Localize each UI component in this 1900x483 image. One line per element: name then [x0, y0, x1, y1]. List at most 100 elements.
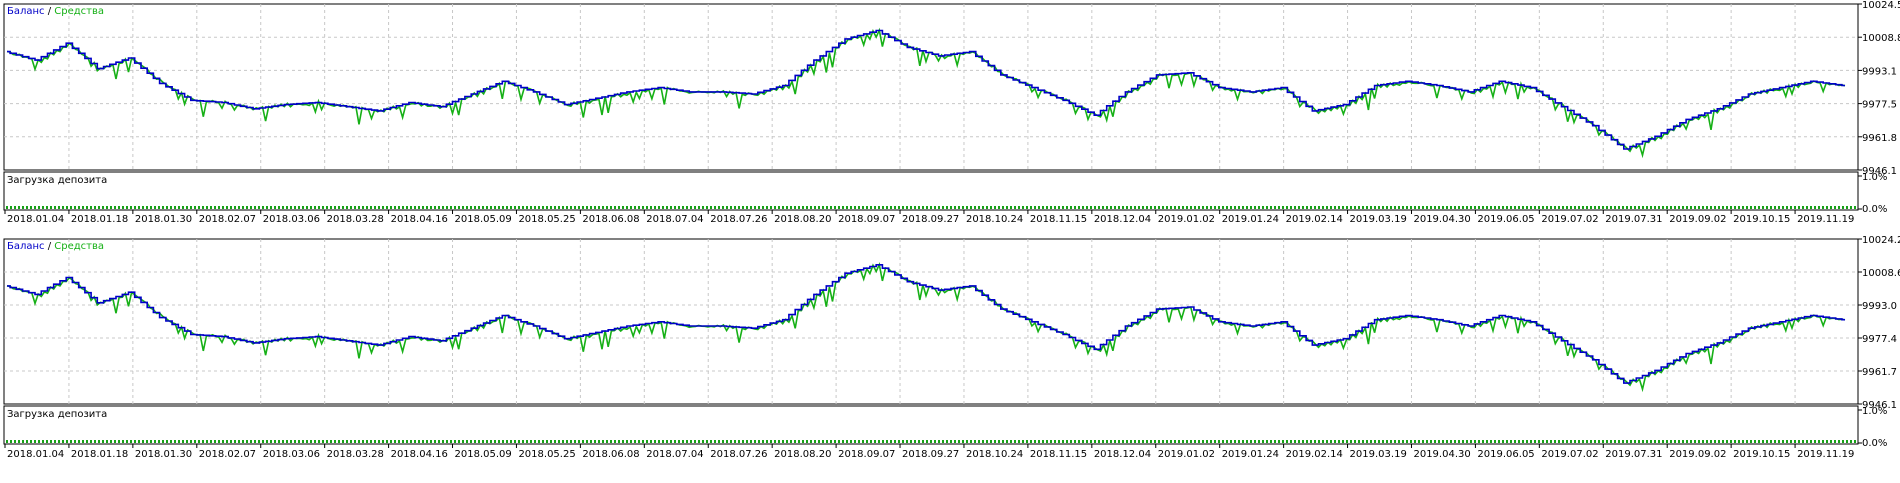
- deposit-load-bar: [942, 206, 944, 209]
- deposit-y-tick-label: 0.0%: [1862, 204, 1887, 215]
- deposit-load-bar: [762, 440, 764, 443]
- deposit-load-bar: [1502, 206, 1504, 209]
- deposit-load-bar: [810, 440, 812, 443]
- deposit-load-bar: [922, 440, 924, 443]
- main-pane-frame: [3, 3, 1859, 171]
- deposit-load-bar: [146, 206, 148, 209]
- deposit-load-bar: [1314, 206, 1316, 209]
- deposit-load-bar: [1062, 440, 1064, 443]
- deposit-load-bar: [1478, 440, 1480, 443]
- deposit-load-bar: [630, 440, 632, 443]
- deposit-load-bar: [1354, 440, 1356, 443]
- deposit-load-bar: [1582, 440, 1584, 443]
- deposit-load-bar: [550, 206, 552, 209]
- deposit-load-bar: [526, 206, 528, 209]
- deposit-load-bar: [1598, 440, 1600, 443]
- deposit-load-bar: [454, 440, 456, 443]
- deposit-load-bar: [1034, 440, 1036, 443]
- deposit-load-bar: [874, 206, 876, 209]
- deposit-load-bar: [710, 206, 712, 209]
- deposit-load-bar: [1746, 440, 1748, 443]
- deposit-load-bar: [1210, 440, 1212, 443]
- deposit-load-bar: [930, 440, 932, 443]
- deposit-load-bar: [838, 206, 840, 209]
- deposit-load-bar: [1126, 206, 1128, 209]
- deposit-load-bar: [46, 440, 48, 443]
- deposit-load-bar: [86, 206, 88, 209]
- deposit-load-bar: [342, 440, 344, 443]
- deposit-load-bar: [1326, 206, 1328, 209]
- deposit-load-bar: [1022, 440, 1024, 443]
- deposit-load-bar: [686, 440, 688, 443]
- deposit-load-bar: [1050, 206, 1052, 209]
- deposit-load-bar: [1154, 440, 1156, 443]
- deposit-load-bar: [686, 206, 688, 209]
- deposit-load-bar: [1430, 206, 1432, 209]
- deposit-load-bar: [1662, 206, 1664, 209]
- deposit-load-bar: [634, 206, 636, 209]
- deposit-load-bar: [1114, 440, 1116, 443]
- deposit-load-bar: [1550, 440, 1552, 443]
- deposit-load-bar: [886, 206, 888, 209]
- deposit-load-bar: [1170, 440, 1172, 443]
- deposit-load-bar: [526, 440, 528, 443]
- deposit-load-bar: [278, 206, 280, 209]
- deposit-load-bar: [1394, 206, 1396, 209]
- deposit-load-bar: [1798, 206, 1800, 209]
- deposit-load-bar: [1606, 440, 1608, 443]
- deposit-load-bar: [1234, 440, 1236, 443]
- deposit-load-bar: [1010, 206, 1012, 209]
- deposit-load-bar: [954, 440, 956, 443]
- deposit-load-bar: [1338, 206, 1340, 209]
- deposit-load-bar: [994, 440, 996, 443]
- deposit-load-bar: [734, 206, 736, 209]
- deposit-load-bar: [1038, 440, 1040, 443]
- deposit-load-bar: [1410, 206, 1412, 209]
- deposit-load-bar: [1822, 206, 1824, 209]
- deposit-load-bar: [14, 206, 16, 209]
- deposit-load-bar: [722, 206, 724, 209]
- deposit-load-bar: [198, 206, 200, 209]
- deposit-load-bar: [538, 440, 540, 443]
- deposit-load-bar: [958, 206, 960, 209]
- deposit-load-bar: [10, 206, 12, 209]
- deposit-load-bar: [1514, 206, 1516, 209]
- deposit-load-bar: [598, 440, 600, 443]
- deposit-load-bar: [734, 440, 736, 443]
- deposit-load-bar: [1102, 440, 1104, 443]
- deposit-load-bar: [1202, 440, 1204, 443]
- deposit-load-bar: [90, 206, 92, 209]
- deposit-load-bar: [1718, 206, 1720, 209]
- deposit-load-bar: [1458, 440, 1460, 443]
- deposit-load-bar: [1826, 206, 1828, 209]
- deposit-load-bar: [1298, 206, 1300, 209]
- deposit-load-bar: [358, 440, 360, 443]
- deposit-load-bar: [378, 440, 380, 443]
- deposit-load-bar: [854, 206, 856, 209]
- deposit-load-bar: [730, 440, 732, 443]
- deposit-load-bar: [630, 206, 632, 209]
- deposit-load-bar: [674, 206, 676, 209]
- deposit-load-bar: [358, 206, 360, 209]
- deposit-load-bar: [1742, 440, 1744, 443]
- deposit-load-bar: [922, 206, 924, 209]
- deposit-load-bar: [46, 206, 48, 209]
- deposit-load-bar: [1406, 206, 1408, 209]
- deposit-load-bar: [322, 206, 324, 209]
- deposit-load-bar: [870, 440, 872, 443]
- deposit-load-bar: [1526, 440, 1528, 443]
- deposit-load-bar: [1830, 206, 1832, 209]
- legend-equity: Средства: [54, 6, 104, 17]
- deposit-load-bar: [1850, 440, 1852, 443]
- deposit-load-bar: [250, 440, 252, 443]
- deposit-load-bar: [1586, 440, 1588, 443]
- deposit-load-bar: [1382, 206, 1384, 209]
- deposit-load-bar: [222, 440, 224, 443]
- x-tick-label: 2018.04.16: [391, 214, 448, 225]
- deposit-load-bar: [98, 440, 100, 443]
- deposit-load-bar: [338, 206, 340, 209]
- deposit-load-bar: [1330, 440, 1332, 443]
- deposit-load-bar: [1078, 440, 1080, 443]
- deposit-load-bar: [1678, 440, 1680, 443]
- deposit-load-bar: [1230, 440, 1232, 443]
